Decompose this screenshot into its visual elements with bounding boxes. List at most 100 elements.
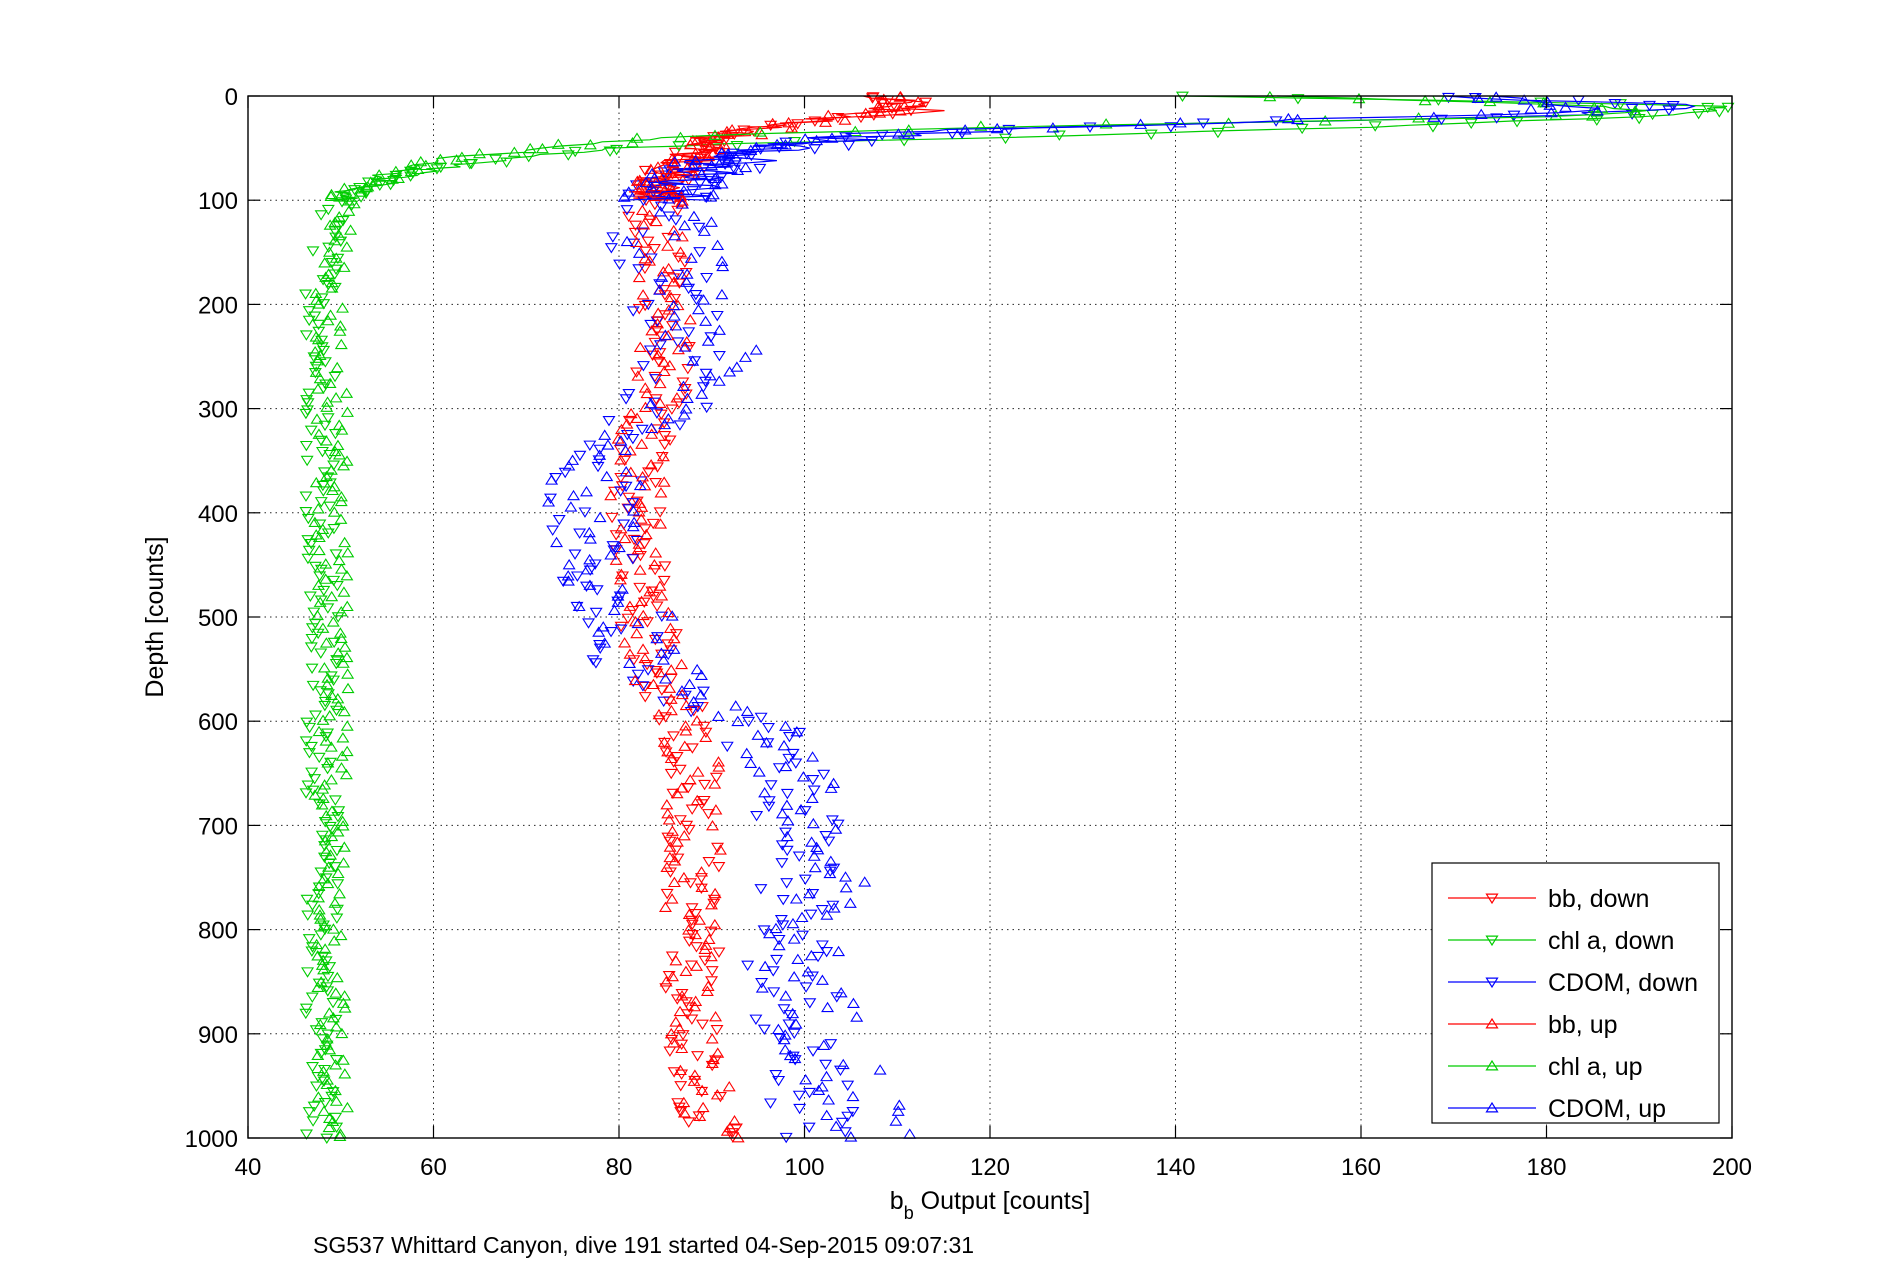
data-point <box>698 943 712 954</box>
data-point <box>312 752 326 764</box>
data-point <box>326 998 340 1009</box>
data-point <box>369 174 383 186</box>
data-point <box>607 604 621 615</box>
data-point <box>677 829 691 841</box>
data-point <box>893 105 907 116</box>
data-point <box>705 976 719 987</box>
data-point <box>329 1095 343 1106</box>
data-point <box>335 1027 349 1039</box>
data-point <box>636 177 650 188</box>
data-point <box>385 173 399 184</box>
data-point <box>667 224 681 236</box>
data-point <box>806 817 820 829</box>
data-point <box>911 96 925 107</box>
data-point <box>314 930 328 941</box>
data-point <box>652 715 666 726</box>
data-point <box>715 171 729 183</box>
data-point <box>684 878 697 889</box>
data-point <box>632 538 646 549</box>
data-point <box>605 512 619 524</box>
data-point <box>306 246 320 257</box>
data-point <box>820 946 834 958</box>
data-point <box>337 705 351 717</box>
data-point <box>316 783 330 794</box>
data-point <box>319 573 333 584</box>
data-point <box>337 459 351 471</box>
data-point <box>319 845 333 857</box>
data-point <box>611 596 625 607</box>
data-point <box>389 165 403 176</box>
data-point <box>1164 122 1178 133</box>
data-point <box>573 528 587 539</box>
data-point <box>658 673 672 684</box>
data-point <box>562 460 576 471</box>
data-point <box>789 893 803 904</box>
data-point <box>632 186 646 197</box>
data-point <box>677 1107 691 1118</box>
data-point <box>749 344 763 355</box>
data-point <box>612 541 626 553</box>
data-point <box>404 159 418 170</box>
data-point <box>319 558 333 569</box>
data-point <box>309 710 323 721</box>
data-point <box>699 939 713 950</box>
data-point <box>663 359 677 371</box>
data-point <box>877 93 891 104</box>
data-point <box>1412 112 1426 123</box>
data-point <box>763 1098 777 1109</box>
data-point <box>774 914 788 926</box>
data-point <box>673 1005 687 1017</box>
data-point <box>334 513 348 524</box>
data-point <box>323 449 337 461</box>
data-point <box>611 433 625 444</box>
data-point <box>320 678 334 690</box>
data-point <box>793 1103 807 1115</box>
data-point <box>712 324 726 335</box>
data-point <box>650 632 664 644</box>
data-point <box>720 125 734 137</box>
data-point <box>662 193 676 204</box>
data-point <box>618 455 632 467</box>
data-point <box>1629 107 1643 118</box>
data-point <box>667 276 681 287</box>
data-point <box>304 642 318 653</box>
data-point <box>695 1084 709 1096</box>
data-point <box>725 123 739 135</box>
data-point <box>314 867 328 878</box>
data-point <box>618 637 632 648</box>
data-point <box>704 140 718 152</box>
data-point <box>318 700 332 712</box>
data-point <box>792 1090 806 1102</box>
data-point <box>815 904 829 916</box>
data-point <box>312 428 326 439</box>
data-point <box>583 553 597 565</box>
data-point <box>785 122 799 133</box>
data-point <box>669 320 683 331</box>
data-point <box>761 723 775 734</box>
data-point <box>711 710 725 721</box>
data-point <box>322 1121 336 1133</box>
data-point <box>706 188 720 200</box>
data-point <box>679 965 693 977</box>
data-point <box>302 545 316 557</box>
data-point <box>333 887 347 899</box>
data-point <box>328 371 342 383</box>
data-point <box>775 858 789 869</box>
data-point <box>648 337 662 349</box>
legend-swatch-marker <box>1485 893 1499 905</box>
data-point <box>340 745 354 757</box>
data-point <box>848 125 862 137</box>
data-point <box>310 938 324 950</box>
data-point <box>667 731 681 742</box>
data-point <box>690 960 704 971</box>
data-point <box>641 236 655 247</box>
data-point <box>787 971 801 982</box>
data-point <box>671 337 685 348</box>
data-point <box>644 459 658 470</box>
data-point <box>626 554 640 565</box>
data-point <box>668 155 682 167</box>
data-point <box>635 438 649 449</box>
data-point <box>717 138 731 150</box>
data-point <box>318 841 332 852</box>
data-point <box>806 774 820 786</box>
